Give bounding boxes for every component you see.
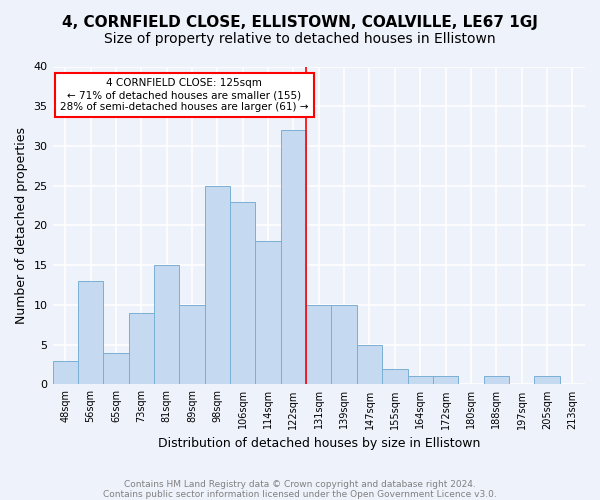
Bar	[357, 344, 382, 385]
Bar	[128, 313, 154, 384]
Bar	[331, 305, 357, 384]
Bar	[407, 376, 433, 384]
Bar	[433, 376, 458, 384]
X-axis label: Distribution of detached houses by size in Ellistown: Distribution of detached houses by size …	[158, 437, 480, 450]
Bar	[256, 242, 281, 384]
Bar	[534, 376, 560, 384]
Text: 4, CORNFIELD CLOSE, ELLISTOWN, COALVILLE, LE67 1GJ: 4, CORNFIELD CLOSE, ELLISTOWN, COALVILLE…	[62, 15, 538, 30]
Bar	[53, 360, 78, 384]
Text: Size of property relative to detached houses in Ellistown: Size of property relative to detached ho…	[104, 32, 496, 46]
Bar	[306, 305, 331, 384]
Y-axis label: Number of detached properties: Number of detached properties	[15, 127, 28, 324]
Text: 4 CORNFIELD CLOSE: 125sqm
← 71% of detached houses are smaller (155)
28% of semi: 4 CORNFIELD CLOSE: 125sqm ← 71% of detac…	[60, 78, 308, 112]
Bar	[281, 130, 306, 384]
Bar	[382, 368, 407, 384]
Bar	[154, 265, 179, 384]
Text: Contains public sector information licensed under the Open Government Licence v3: Contains public sector information licen…	[103, 490, 497, 499]
Text: Contains HM Land Registry data © Crown copyright and database right 2024.: Contains HM Land Registry data © Crown c…	[124, 480, 476, 489]
Bar	[103, 352, 128, 384]
Bar	[230, 202, 256, 384]
Bar	[484, 376, 509, 384]
Bar	[78, 281, 103, 384]
Bar	[179, 305, 205, 384]
Bar	[205, 186, 230, 384]
